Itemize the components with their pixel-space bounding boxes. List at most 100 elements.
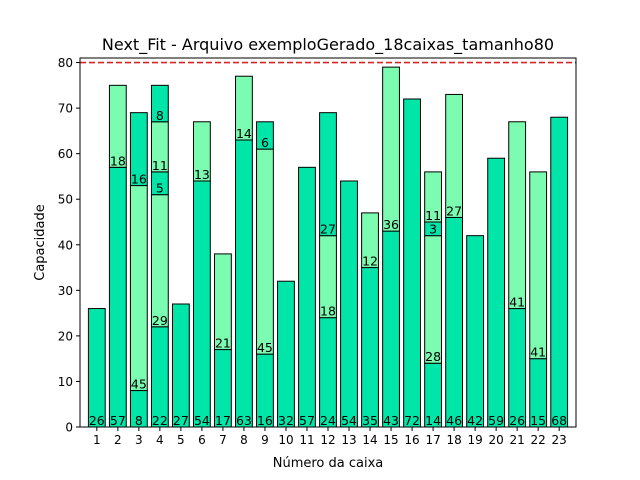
y-tick-label: 40	[58, 238, 73, 252]
segment-value-label: 13	[194, 167, 210, 182]
bar-segment	[508, 121, 527, 310]
bar-segment	[361, 267, 379, 428]
segment-value-label: 12	[362, 254, 378, 269]
bar-segment	[277, 280, 295, 428]
segment-value-label: 68	[551, 413, 567, 428]
segment-value-label: 14	[425, 413, 441, 428]
segment-value-label: 16	[131, 172, 147, 187]
y-tick-label: 70	[58, 102, 73, 116]
segment-value-label: 14	[236, 126, 252, 141]
bar-segment	[214, 253, 232, 351]
segment-value-label: 41	[509, 295, 525, 310]
segment-value-label: 26	[509, 413, 525, 428]
x-tick-label: 16	[404, 433, 419, 447]
x-tick-label: 15	[383, 433, 398, 447]
x-tick-label: 8	[240, 433, 248, 447]
x-tick-label: 18	[446, 433, 461, 447]
segment-value-label: 27	[320, 222, 336, 237]
x-axis-label: Número da caixa	[273, 456, 384, 471]
bar-segment	[550, 116, 569, 428]
bar-segment	[424, 235, 442, 364]
x-tick-label: 11	[299, 433, 314, 447]
y-tick-label: 20	[58, 329, 73, 343]
segment-value-label: 11	[425, 208, 441, 223]
bar-segment	[171, 303, 190, 428]
x-tick-label: 19	[467, 433, 482, 447]
bar-segment	[192, 121, 211, 182]
x-tick-label: 13	[341, 433, 356, 447]
bar-segment	[192, 180, 211, 428]
bar-segment	[298, 166, 316, 428]
y-tick-label: 60	[58, 147, 73, 161]
bar-segment	[129, 185, 148, 392]
segment-value-label: 18	[320, 304, 336, 319]
segment-value-label: 45	[257, 340, 273, 355]
segment-value-label: 42	[467, 413, 483, 428]
segment-value-label: 8	[135, 413, 143, 428]
bar-segment	[235, 139, 253, 428]
bar-segment	[340, 180, 358, 428]
chart-title: Next_Fit - Arquivo exemploGerado_18caixa…	[102, 35, 554, 55]
segment-value-label: 54	[194, 413, 210, 428]
x-tick-label: 17	[425, 433, 440, 447]
bar-segment	[319, 317, 337, 428]
x-tick-label: 5	[177, 433, 185, 447]
segment-value-label: 5	[156, 181, 164, 196]
y-axis-label: Capacidade	[33, 204, 48, 281]
segment-value-label: 16	[257, 413, 273, 428]
y-tick-label: 50	[58, 193, 73, 207]
bar-segment	[508, 308, 527, 428]
segment-value-label: 54	[341, 413, 357, 428]
segment-value-label: 72	[404, 413, 420, 428]
segment-value-label: 63	[236, 413, 252, 428]
segment-value-label: 22	[152, 413, 168, 428]
bar-segment	[87, 308, 106, 428]
x-tick-label: 6	[198, 433, 206, 447]
y-axis-ticks: 0 10 20 30 40 50 60 70 80	[58, 56, 80, 435]
bar-segment	[108, 166, 127, 428]
bar-segment	[445, 216, 464, 428]
segment-value-label: 29	[152, 313, 168, 328]
y-tick-label: 80	[58, 56, 73, 70]
segment-value-label: 27	[173, 413, 189, 428]
segment-value-label: 43	[383, 413, 399, 428]
x-tick-label: 12	[320, 433, 335, 447]
segment-value-label: 41	[530, 345, 546, 360]
segment-value-label: 3	[429, 222, 437, 237]
bar-segment	[150, 84, 169, 123]
segment-value-label: 45	[131, 377, 147, 392]
bar-segment	[424, 171, 442, 223]
segment-value-label: 8	[156, 108, 164, 123]
segment-value-label: 21	[215, 336, 231, 351]
bar-segment	[256, 148, 274, 355]
bar-segment	[108, 84, 127, 168]
x-tick-label: 2	[114, 433, 122, 447]
bar-segment	[129, 112, 148, 187]
segment-value-label: 57	[299, 413, 315, 428]
bar-segment	[150, 326, 169, 428]
bar-segment	[466, 235, 485, 428]
segment-value-label: 24	[320, 413, 336, 428]
y-tick-label: 30	[58, 284, 73, 298]
y-tick-label: 10	[58, 375, 73, 389]
x-tick-label: 1	[93, 433, 101, 447]
segment-value-label: 35	[362, 413, 378, 428]
segment-value-label: 26	[89, 413, 105, 428]
segment-value-label: 18	[110, 153, 126, 168]
segment-value-label: 46	[446, 413, 462, 428]
segment-value-label: 27	[446, 203, 462, 218]
segment-value-label: 6	[261, 135, 269, 150]
segment-value-label: 11	[152, 158, 168, 173]
x-tick-label: 20	[488, 433, 503, 447]
x-tick-label: 23	[552, 433, 567, 447]
x-tick-label: 4	[156, 433, 164, 447]
bar-segment	[529, 171, 548, 360]
x-tick-label: 9	[261, 433, 269, 447]
bar-segment	[382, 66, 400, 232]
segment-value-label: 17	[215, 413, 231, 428]
segment-value-label: 59	[488, 413, 504, 428]
bars-layer	[87, 66, 569, 428]
x-tick-label: 21	[510, 433, 525, 447]
x-tick-label: 10	[278, 433, 293, 447]
